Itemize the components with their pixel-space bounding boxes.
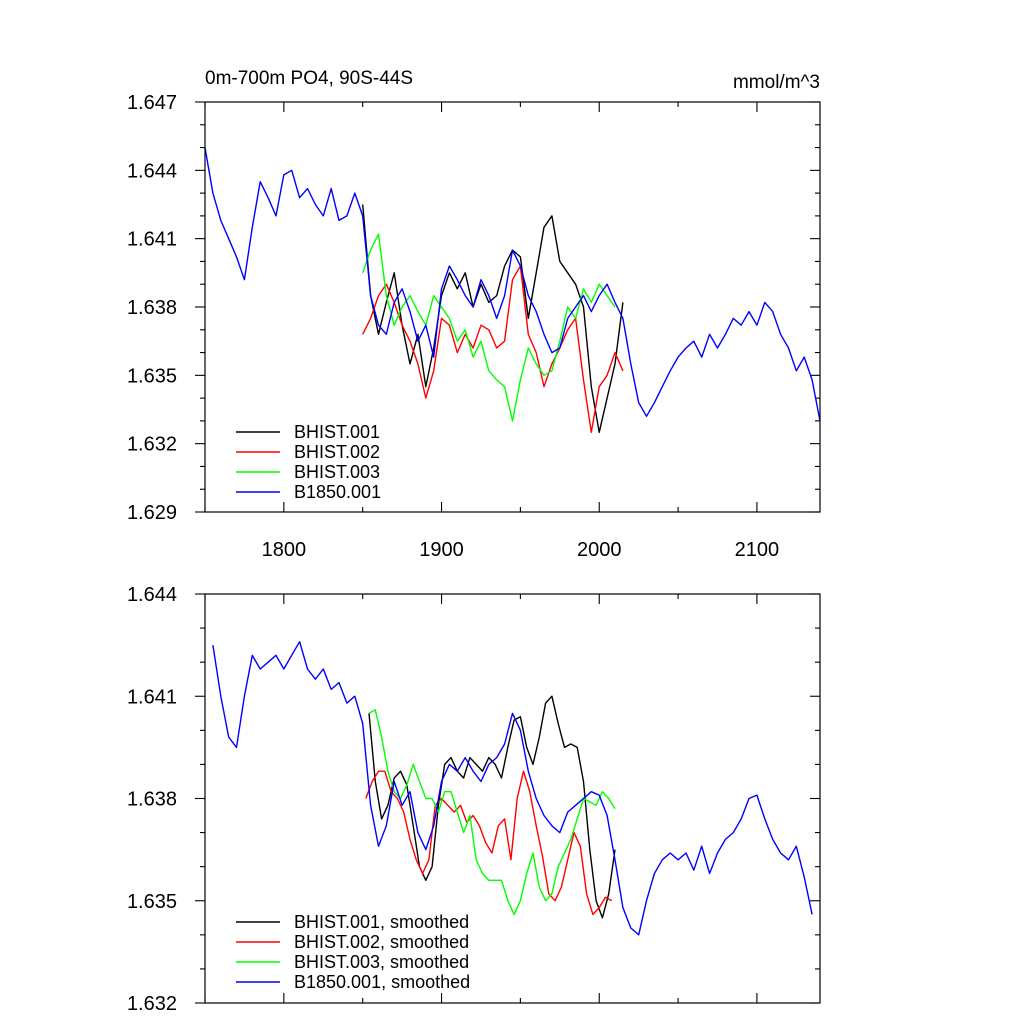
- top-panel-tick-labels: 1.629 1.632 1.635 1.638 1.641 1.644 1.647 1800 1…: [127, 92, 779, 561]
- x-tick-label: 2000: [577, 539, 622, 561]
- chart-title: 0m-700m PO4, 90S-44S: [205, 68, 413, 89]
- bottom-panel: 1.632 1.635 1.638 1.641 1.644 BHIST.001, smo…: [127, 584, 821, 1015]
- legend-label: BHIST.002: [294, 442, 380, 462]
- y-tick-label: 1.641: [127, 686, 177, 708]
- y-tick-label: 1.641: [127, 229, 177, 251]
- x-tick-label: 1900: [419, 539, 464, 561]
- top-panel-series: [204, 147, 821, 433]
- bottom-plot-frame: [204, 593, 821, 1004]
- legend-label: B1850.001, smoothed: [294, 972, 470, 992]
- legend-label: BHIST.001, smoothed: [294, 912, 469, 932]
- y-tick-label: 1.632: [127, 434, 177, 456]
- y-tick-label: 1.635: [127, 891, 177, 913]
- legend-label: BHIST.001: [294, 422, 380, 442]
- series-line-bhist-002: [362, 265, 624, 433]
- y-tick-label: 1.644: [127, 584, 177, 606]
- bottom-panel-tick-labels: 1.632 1.635 1.638 1.641 1.644: [127, 584, 177, 1015]
- series-line-bhist-003: [362, 233, 616, 422]
- legend-label: BHIST.003: [294, 462, 380, 482]
- y-tick-label: 1.638: [127, 297, 177, 319]
- x-tick-label: 2100: [735, 539, 780, 561]
- legend-label: B1850.001: [294, 482, 381, 502]
- y-tick-label: 1.632: [127, 993, 177, 1015]
- y-tick-label: 1.644: [127, 160, 177, 182]
- series-line-b1850-001-smoothed: [212, 641, 813, 936]
- series-line-bhist-001-smoothed: [368, 695, 616, 919]
- bottom-panel-ticks: [195, 593, 820, 1004]
- y-tick-label: 1.647: [127, 92, 177, 114]
- legend-label: BHIST.002, smoothed: [294, 932, 469, 952]
- top-panel-ticks: [195, 101, 820, 513]
- x-tick-label: 1800: [262, 539, 307, 561]
- y-tick-label: 1.638: [127, 789, 177, 811]
- y-tick-label: 1.629: [127, 502, 177, 524]
- units-label: mmol/m^3: [733, 72, 820, 93]
- series-line-bhist-002-smoothed: [365, 770, 613, 916]
- series-line-bhist-003-smoothed: [368, 709, 616, 916]
- legend-label: BHIST.003, smoothed: [294, 952, 469, 972]
- top-plot-frame: [204, 101, 821, 513]
- y-tick-label: 1.635: [127, 365, 177, 387]
- series-line-b1850-001: [204, 147, 821, 422]
- series-line-bhist-001: [362, 204, 624, 433]
- top-panel: 0m-700m PO4, 90S-44S mmol/m^3 1.629 1.632…: [127, 68, 821, 561]
- bottom-panel-series: [212, 641, 813, 936]
